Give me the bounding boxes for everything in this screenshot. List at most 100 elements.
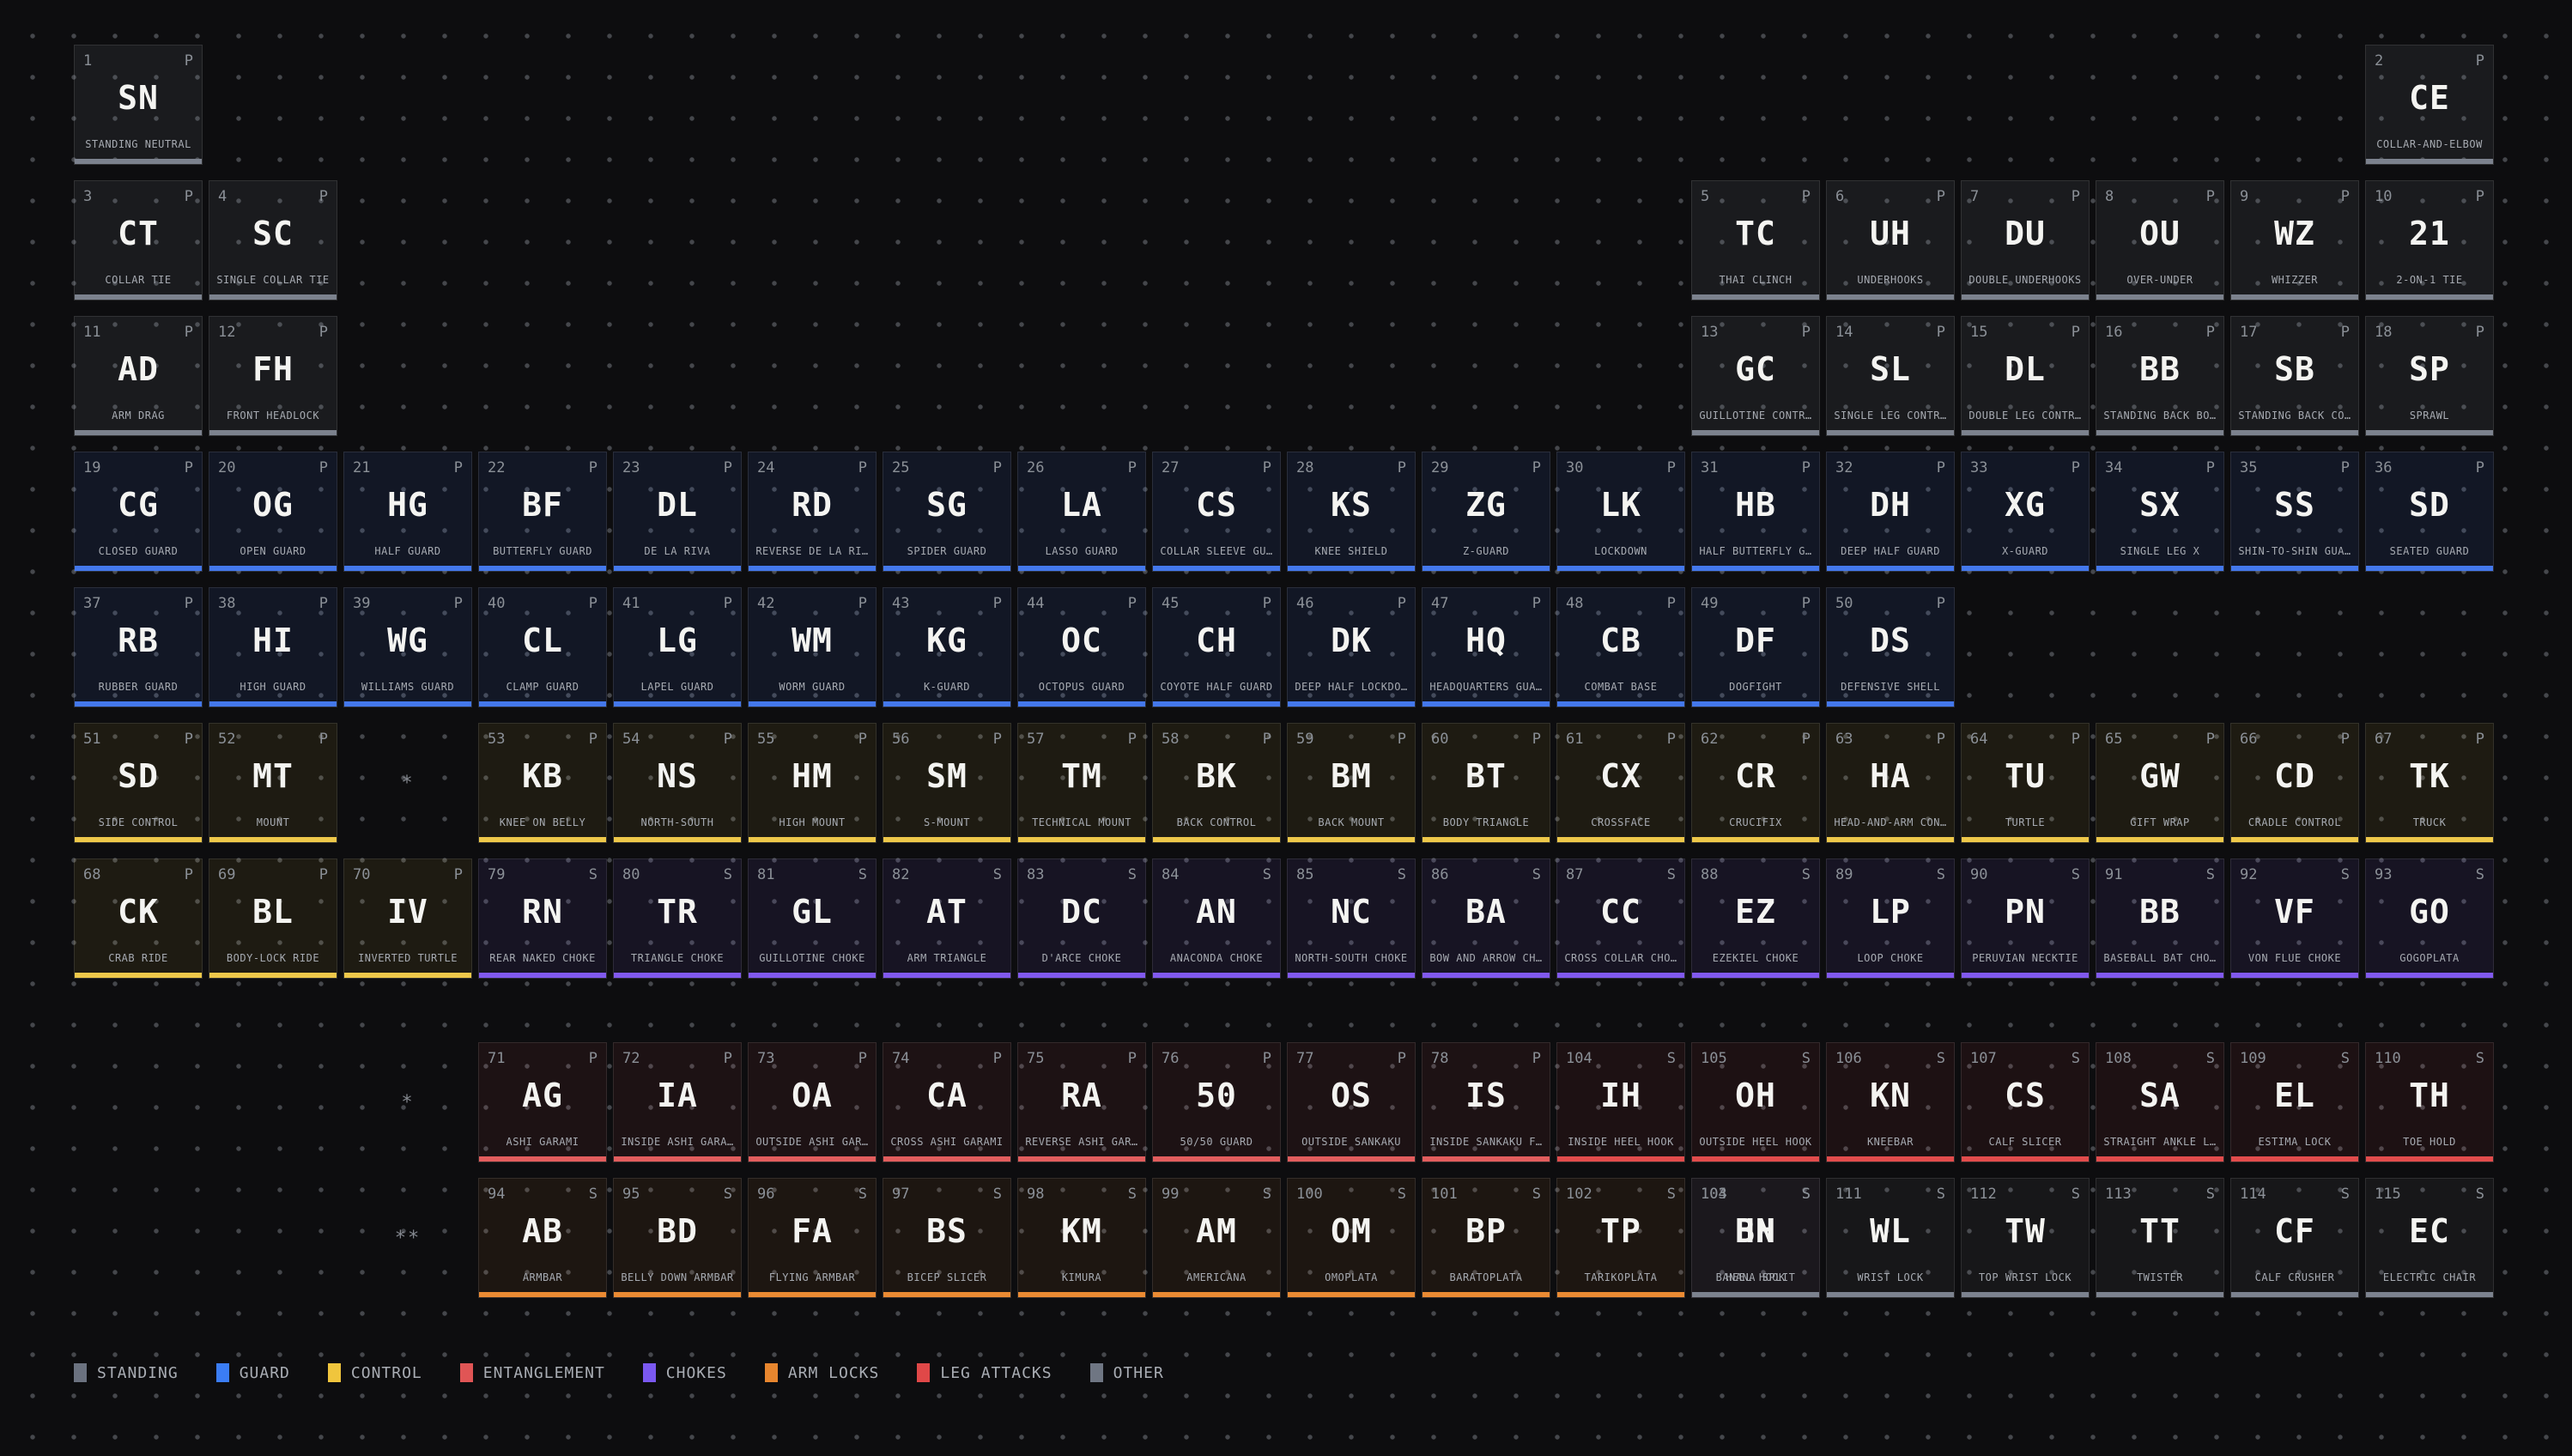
tile-9-wz[interactable]: 9 P WZ WHIZZER <box>2230 180 2359 300</box>
tile-24-rd[interactable]: 24 P RD REVERSE DE LA RI… <box>748 452 877 572</box>
tile-66-cd[interactable]: 66 P CD CRADLE CONTROL <box>2230 723 2359 843</box>
tile-87-cc[interactable]: 87 S CC CROSS COLLAR CHO… <box>1556 858 1685 979</box>
tile-105-oh[interactable]: 105 S OH OUTSIDE HEEL HOOK <box>1691 1042 1820 1162</box>
tile-111-wl[interactable]: 111 S WL WRIST LOCK <box>1826 1178 1955 1298</box>
tile-49-df[interactable]: 49 P DF DOGFIGHT <box>1691 587 1820 707</box>
tile-59-bm[interactable]: 59 P BM BACK MOUNT <box>1287 723 1416 843</box>
tile-100-om[interactable]: 100 S OM OMOPLATA <box>1287 1178 1416 1298</box>
tile-6-uh[interactable]: 6 P UH UNDERHOOKS <box>1826 180 1955 300</box>
tile-30-lk[interactable]: 30 P LK LOCKDOWN <box>1556 452 1685 572</box>
tile-1-sn[interactable]: 1 P SN STANDING NEUTRAL <box>74 45 203 165</box>
tile-93-go[interactable]: 93 S GO GOGOPLATA <box>2365 858 2494 979</box>
tile-85-nc[interactable]: 85 S NC NORTH-SOUTH CHOKE <box>1287 858 1416 979</box>
tile-54-ns[interactable]: 54 P NS NORTH-SOUTH <box>613 723 742 843</box>
tile-67-tk[interactable]: 67 P TK TRUCK <box>2365 723 2494 843</box>
tile-10-21[interactable]: 10 P 21 2-ON-1 TIE <box>2365 180 2494 300</box>
tile-7-du[interactable]: 7 P DU DOUBLE UNDERHOOKS <box>1961 180 2090 300</box>
tile-73-oa[interactable]: 73 P OA OUTSIDE ASHI GAR… <box>748 1042 877 1162</box>
tile-16-bb[interactable]: 16 P BB STANDING BACK BO… <box>2096 316 2224 436</box>
tile-8-ou[interactable]: 8 P OU OVER-UNDER <box>2096 180 2224 300</box>
tile-47-hq[interactable]: 47 P HQ HEADQUARTERS GUA… <box>1422 587 1550 707</box>
tile-15-dl[interactable]: 15 P DL DOUBLE LEG CONTR… <box>1961 316 2090 436</box>
tile-75-ra[interactable]: 75 P RA REVERSE ASHI GAR… <box>1017 1042 1146 1162</box>
tile-107-cs[interactable]: 107 S CS CALF SLICER <box>1961 1042 2090 1162</box>
tile-102-tp[interactable]: 102 S TP TARIKOPLATA <box>1556 1178 1685 1298</box>
tile-42-wm[interactable]: 42 P WM WORM GUARD <box>748 587 877 707</box>
tile-52-mt[interactable]: 52 P MT MOUNT <box>209 723 337 843</box>
tile-56-sm[interactable]: 56 P SM S-MOUNT <box>883 723 1011 843</box>
tile-114-cf[interactable]: 114 S CF CALF CRUSHER <box>2230 1178 2359 1298</box>
tile-71-ag[interactable]: 71 P AG ASHI GARAMI <box>478 1042 607 1162</box>
tile-29-zg[interactable]: 29 P ZG Z-GUARD <box>1422 452 1550 572</box>
tile-104-ih[interactable]: 104 S IH INSIDE HEEL HOOK <box>1556 1042 1685 1162</box>
tile-2-ce[interactable]: 2 P CE COLLAR-AND-ELBOW <box>2365 45 2494 165</box>
tile-13-gc[interactable]: 13 P GC GUILLOTINE CONTR… <box>1691 316 1820 436</box>
tile-58-bk[interactable]: 58 P BK BACK CONTROL <box>1152 723 1281 843</box>
tile-35-ss[interactable]: 35 P SS SHIN-TO-SHIN GUA… <box>2230 452 2359 572</box>
tile-41-lg[interactable]: 41 P LG LAPEL GUARD <box>613 587 742 707</box>
tile-57-tm[interactable]: 57 P TM TECHNICAL MOUNT <box>1017 723 1146 843</box>
tile-70-iv[interactable]: 70 P IV INVERTED TURTLE <box>343 858 472 979</box>
tile-74-ca[interactable]: 74 P CA CROSS ASHI GARAMI <box>883 1042 1011 1162</box>
tile-76-50[interactable]: 76 P 50 50/50 GUARD <box>1152 1042 1281 1162</box>
tile-65-gw[interactable]: 65 P GW GIFT WRAP <box>2096 723 2224 843</box>
tile-112-tw[interactable]: 112 S TW TOP WRIST LOCK <box>1961 1178 2090 1298</box>
tile-108-sa[interactable]: 108 S SA STRAIGHT ANKLE L… <box>2096 1042 2224 1162</box>
tile-55-hm[interactable]: 55 P HM HIGH MOUNT <box>748 723 877 843</box>
tile-61-cx[interactable]: 61 P CX CROSSFACE <box>1556 723 1685 843</box>
tile-68-ck[interactable]: 68 P CK CRAB RIDE <box>74 858 203 979</box>
tile-44-oc[interactable]: 44 P OC OCTOPUS GUARD <box>1017 587 1146 707</box>
tile-62-cr[interactable]: 62 P CR CRUCIFIX <box>1691 723 1820 843</box>
tile-106-kn[interactable]: 106 S KN KNEEBAR <box>1826 1042 1955 1162</box>
tile-115-ec[interactable]: 115 S EC ELECTRIC CHAIR <box>2365 1178 2494 1298</box>
tile-96-fa[interactable]: 96 S FA FLYING ARMBAR <box>748 1178 877 1298</box>
tile-80-tr[interactable]: 80 S TR TRIANGLE CHOKE <box>613 858 742 979</box>
tile-95-bd[interactable]: 95 S BD BELLY DOWN ARMBAR <box>613 1178 742 1298</box>
tile-88-ez[interactable]: 88 S EZ EZEKIEL CHOKE <box>1691 858 1820 979</box>
tile-11-ad[interactable]: 11 P AD ARM DRAG <box>74 316 203 436</box>
tile-72-ia[interactable]: 72 P IA INSIDE ASHI GARA… <box>613 1042 742 1162</box>
tile-36-sd[interactable]: 36 P SD SEATED GUARD <box>2365 452 2494 572</box>
tile-91-bb[interactable]: 91 S BB BASEBALL BAT CHO… <box>2096 858 2224 979</box>
tile-78-is[interactable]: 78 P IS INSIDE SANKAKU F… <box>1422 1042 1550 1162</box>
tile-63-ha[interactable]: 63 P HA HEAD-AND-ARM CON… <box>1826 723 1955 843</box>
tile-48-cb[interactable]: 48 P CB COMBAT BASE <box>1556 587 1685 707</box>
tile-14-sl[interactable]: 14 P SL SINGLE LEG CONTR… <box>1826 316 1955 436</box>
tile-18-sp[interactable]: 18 P SP SPRAWL <box>2365 316 2494 436</box>
tile-25-sg[interactable]: 25 P SG SPIDER GUARD <box>883 452 1011 572</box>
tile-45-ch[interactable]: 45 P CH COYOTE HALF GUARD <box>1152 587 1281 707</box>
tile-5-tc[interactable]: 5 P TC THAI CLINCH <box>1691 180 1820 300</box>
tile-38-hi[interactable]: 38 P HI HIGH GUARD <box>209 587 337 707</box>
tile-110-th[interactable]: 110 S TH TOE HOLD <box>2365 1042 2494 1162</box>
tile-22-bf[interactable]: 22 P BF BUTTERFLY GUARD <box>478 452 607 572</box>
tile-34-sx[interactable]: 34 P SX SINGLE LEG X <box>2096 452 2224 572</box>
tile-69-bl[interactable]: 69 P BL BODY-LOCK RIDE <box>209 858 337 979</box>
tile-50-ds[interactable]: 50 P DS DEFENSIVE SHELL <box>1826 587 1955 707</box>
tile-101-bp[interactable]: 101 S BP BARATOPLATA <box>1422 1178 1550 1298</box>
tile-94-ab[interactable]: 94 S AB ARMBAR <box>478 1178 607 1298</box>
tile-33-xg[interactable]: 33 P XG X-GUARD <box>1961 452 2090 572</box>
tile-19-cg[interactable]: 19 P CG CLOSED GUARD <box>74 452 203 572</box>
tile-109-el[interactable]: 109 S EL ESTIMA LOCK <box>2230 1042 2359 1162</box>
tile-113-tt[interactable]: 113 S TT TWISTER <box>2096 1178 2224 1298</box>
tile-79-rn[interactable]: 79 S RN REAR NAKED CHOKE <box>478 858 607 979</box>
tile-21-hg[interactable]: 21 P HG HALF GUARD <box>343 452 472 572</box>
tile-97-bs[interactable]: 97 S BS BICEP SLICER <box>883 1178 1011 1298</box>
tile-82-at[interactable]: 82 S AT ARM TRIANGLE <box>883 858 1011 979</box>
tile-40-cl[interactable]: 40 P CL CLAMP GUARD <box>478 587 607 707</box>
tile-92-vf[interactable]: 92 S VF VON FLUE CHOKE <box>2230 858 2359 979</box>
tile-27-cs[interactable]: 27 P CS COLLAR SLEEVE GU… <box>1152 452 1281 572</box>
tile-64-tu[interactable]: 64 P TU TURTLE <box>1961 723 2090 843</box>
tile-86-ba[interactable]: 86 S BA BOW AND ARROW CH… <box>1422 858 1550 979</box>
tile-103-bn[interactable]: 103 S BN BANANA SPLIT 104 S HH HEEL HOOK <box>1691 1178 1820 1298</box>
tile-83-dc[interactable]: 83 S DC D'ARCE CHOKE <box>1017 858 1146 979</box>
tile-51-sd[interactable]: 51 P SD SIDE CONTROL <box>74 723 203 843</box>
tile-53-kb[interactable]: 53 P KB KNEE ON BELLY <box>478 723 607 843</box>
tile-46-dk[interactable]: 46 P DK DEEP HALF LOCKDO… <box>1287 587 1416 707</box>
tile-23-dl[interactable]: 23 P DL DE LA RIVA <box>613 452 742 572</box>
tile-32-dh[interactable]: 32 P DH DEEP HALF GUARD <box>1826 452 1955 572</box>
tile-81-gl[interactable]: 81 S GL GUILLOTINE CHOKE <box>748 858 877 979</box>
tile-17-sb[interactable]: 17 P SB STANDING BACK CO… <box>2230 316 2359 436</box>
tile-43-kg[interactable]: 43 P KG K-GUARD <box>883 587 1011 707</box>
tile-99-am[interactable]: 99 S AM AMERICANA <box>1152 1178 1281 1298</box>
